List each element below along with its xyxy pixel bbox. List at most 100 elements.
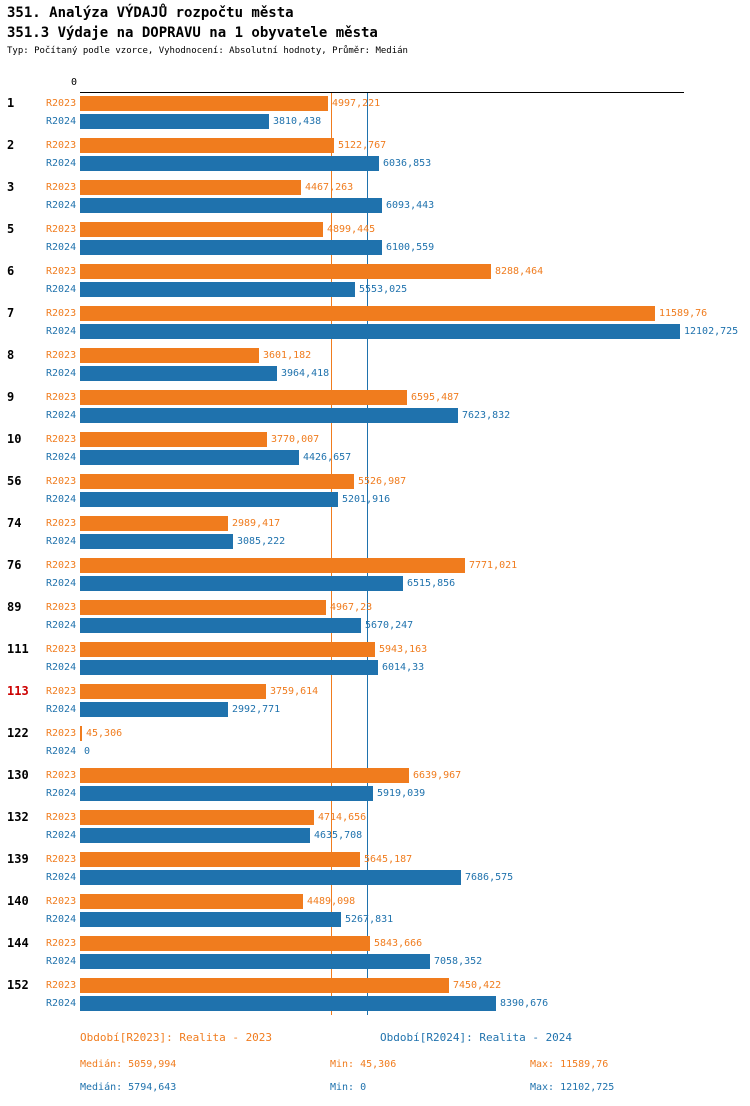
value-label-r2024-5: 6100,559: [386, 242, 435, 253]
bar-r2023-7: [80, 306, 655, 321]
value-label-r2024-76: 6515,856: [407, 578, 456, 589]
value-label-r2024-74: 3085,222: [237, 536, 286, 547]
category-label: 10: [7, 432, 22, 446]
category-label: 5: [7, 222, 15, 236]
value-label-r2023-3: 4467,263: [305, 182, 354, 193]
bar-r2023-152: [80, 978, 449, 993]
value-label-r2023-122: 45,306: [86, 728, 123, 739]
bar-r2023-56: [80, 474, 354, 489]
bar-group-2: 2 R2023 5122,767 R2024 6036,853: [0, 138, 750, 171]
category-label: 122: [7, 726, 29, 740]
bar-group-122: 122 R2023 45,306 R2024 0: [0, 726, 750, 759]
bar-group-56: 56 R2023 5526,987 R2024 5201,916: [0, 474, 750, 507]
value-label-r2023-140: 4489,098: [307, 896, 356, 907]
series-label-r2024: R2024: [46, 368, 77, 379]
bar-group-130: 130 R2023 6639,967 R2024 5919,039: [0, 768, 750, 801]
series-label-r2024: R2024: [46, 410, 77, 421]
category-label: 6: [7, 264, 15, 278]
legend-r2023: Období[R2023]: Realita - 2023: [80, 1031, 273, 1044]
bar-group-3: 3 R2023 4467,263 R2024 6093,443: [0, 180, 750, 213]
bar-group-7: 7 R2023 11589,76 R2024 12102,725: [0, 306, 750, 339]
bar-group-89: 89 R2023 4967,23 R2024 5670,247: [0, 600, 750, 633]
series-label-r2024: R2024: [46, 578, 77, 589]
value-label-r2023-8: 3601,182: [263, 350, 312, 361]
series-label-r2024: R2024: [46, 746, 77, 757]
bar-r2024-152: [80, 996, 496, 1011]
median-line-r2024: [367, 93, 369, 1015]
value-label-r2023-89: 4967,23: [330, 602, 373, 613]
category-label: 140: [7, 894, 29, 908]
category-label: 74: [7, 516, 22, 530]
value-label-r2024-7: 12102,725: [684, 326, 739, 337]
bar-r2024-7: [80, 324, 680, 339]
category-label: 152: [7, 978, 29, 992]
bar-r2024-89: [80, 618, 361, 633]
bar-r2024-140: [80, 912, 341, 927]
bar-r2024-76: [80, 576, 403, 591]
x-axis-zero-tick-label: 0: [71, 77, 78, 88]
bar-group-9: 9 R2023 6595,487 R2024 7623,832: [0, 390, 750, 423]
value-label-r2024-113: 2992,771: [232, 704, 281, 715]
value-label-r2023-1: 4997,221: [332, 98, 381, 109]
bar-r2023-1: [80, 96, 328, 111]
value-label-r2023-2: 5122,767: [338, 140, 387, 151]
bar-r2023-139: [80, 852, 360, 867]
bar-r2023-76: [80, 558, 465, 573]
bar-r2024-9: [80, 408, 458, 423]
bar-r2023-6: [80, 264, 491, 279]
bar-r2023-132: [80, 810, 314, 825]
bar-r2023-111: [80, 642, 375, 657]
value-label-r2024-111: 6014,33: [382, 662, 425, 673]
value-label-r2024-140: 5267,831: [345, 914, 394, 925]
stat-median-r2023: Medián: 5059,994: [80, 1059, 177, 1070]
series-label-r2024: R2024: [46, 116, 77, 127]
value-label-r2024-9: 7623,832: [462, 410, 511, 421]
value-label-r2023-5: 4899,445: [327, 224, 376, 235]
series-label-r2024: R2024: [46, 620, 77, 631]
bar-r2023-10: [80, 432, 267, 447]
value-label-r2023-10: 3770,007: [271, 434, 320, 445]
bar-r2024-74: [80, 534, 233, 549]
value-label-r2024-122: 0: [84, 746, 91, 757]
value-label-r2024-56: 5201,916: [342, 494, 391, 505]
series-label-r2024: R2024: [46, 998, 77, 1009]
series-label-r2024: R2024: [46, 284, 77, 295]
stat-max-r2023: Max: 11589,76: [530, 1059, 609, 1070]
series-label-r2024: R2024: [46, 704, 77, 715]
bar-group-113: 113 R2023 3759,614 R2024 2992,771: [0, 684, 750, 717]
value-label-r2023-130: 6639,967: [413, 770, 462, 781]
bar-r2023-74: [80, 516, 228, 531]
series-label-r2024: R2024: [46, 830, 77, 841]
bar-r2024-8: [80, 366, 277, 381]
bar-r2024-10: [80, 450, 299, 465]
chart-subtitle: 351.3 Výdaje na DOPRAVU na 1 obyvatele m…: [7, 25, 378, 41]
bar-r2024-5: [80, 240, 382, 255]
bar-r2023-2: [80, 138, 334, 153]
bar-r2024-111: [80, 660, 378, 675]
category-label: 139: [7, 852, 29, 866]
series-label-r2023: R2023: [46, 686, 77, 697]
category-label: 76: [7, 558, 22, 572]
bar-r2024-3: [80, 198, 382, 213]
series-label-r2024: R2024: [46, 662, 77, 673]
bar-r2023-9: [80, 390, 407, 405]
series-label-r2023: R2023: [46, 644, 77, 655]
bar-group-132: 132 R2023 4714,656 R2024 4635,708: [0, 810, 750, 843]
x-axis-line: [80, 92, 684, 93]
value-label-r2024-130: 5919,039: [377, 788, 426, 799]
series-label-r2023: R2023: [46, 392, 77, 403]
stat-max-r2024: Max: 12102,725: [530, 1082, 615, 1093]
chart-type-info: Typ: Počítaný podle vzorce, Vyhodnocení:…: [7, 46, 408, 56]
value-label-r2023-139: 5645,187: [364, 854, 413, 865]
category-label: 89: [7, 600, 22, 614]
bar-group-76: 76 R2023 7771,021 R2024 6515,856: [0, 558, 750, 591]
bar-group-6: 6 R2023 8288,464 R2024 5553,025: [0, 264, 750, 297]
series-label-r2024: R2024: [46, 452, 77, 463]
value-label-r2023-132: 4714,656: [318, 812, 367, 823]
value-label-r2023-144: 5843,666: [374, 938, 423, 949]
value-label-r2024-3: 6093,443: [386, 200, 435, 211]
value-label-r2024-144: 7058,352: [434, 956, 483, 967]
bar-r2024-144: [80, 954, 430, 969]
value-label-r2024-2: 6036,853: [383, 158, 432, 169]
